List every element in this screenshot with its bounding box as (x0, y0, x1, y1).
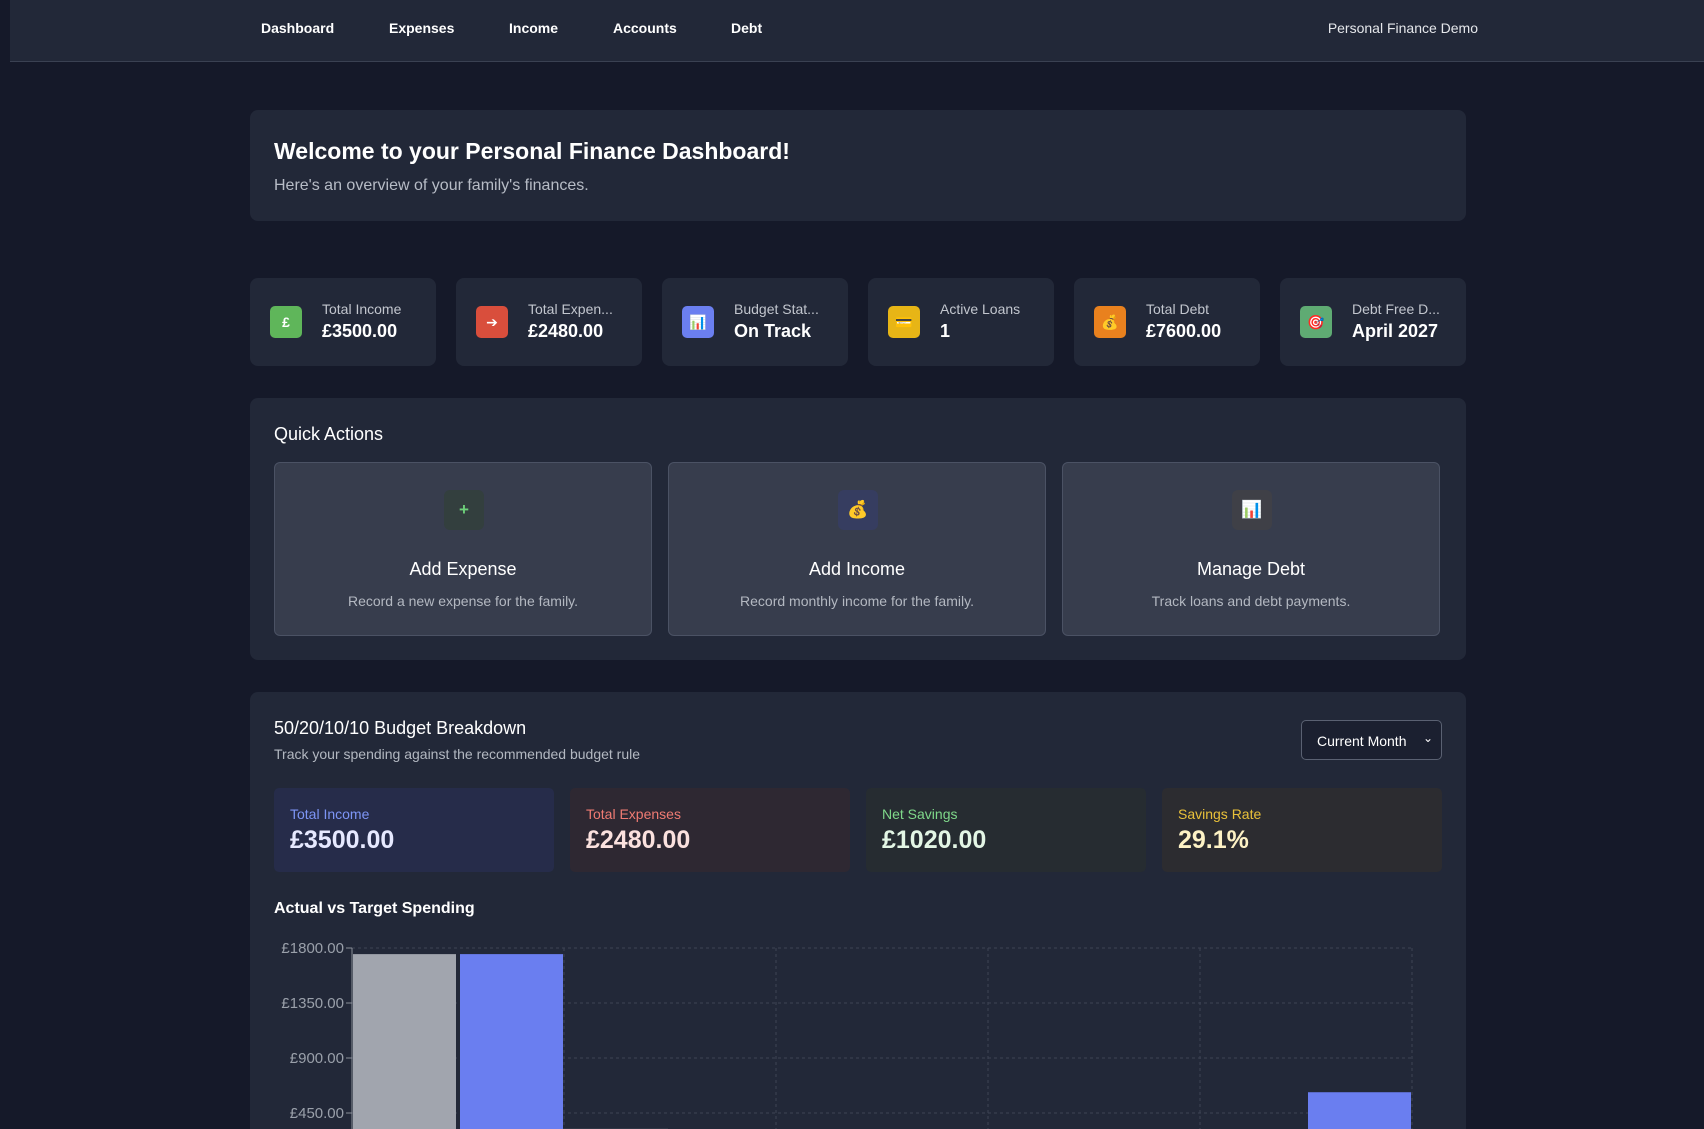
nav-dashboard[interactable]: Dashboard (261, 20, 335, 36)
chart-title: Actual vs Target Spending (274, 900, 475, 917)
quick-actions-title: Quick Actions (274, 424, 384, 444)
summary-value: £3500.00 (290, 826, 395, 854)
stat-label: Active Loans (940, 301, 1021, 317)
summary-box: Savings Rate 29.1% (1162, 788, 1442, 872)
quick-action-desc: Record a new expense for the family. (347, 593, 579, 609)
bar-chart-icon: 📊 (682, 306, 714, 338)
quick-action-title: Add Expense (409, 559, 517, 579)
welcome-subtitle: Here's an overview of your family's fina… (274, 177, 589, 194)
budget-breakdown-card: 50/20/10/10 Budget Breakdown Track your … (250, 692, 1466, 1129)
money-bag-icon: 💰 (1094, 306, 1126, 338)
quick-actions-card: Quick Actions + Add Expense Record a new e… (250, 398, 1466, 660)
chart-bar-1-4[interactable] (1308, 1092, 1411, 1129)
y-tick-label: £450.00 (290, 1105, 344, 1122)
stat-value: £2480.00 (528, 321, 604, 341)
stat-card: 💳 Active Loans 1 (868, 278, 1054, 366)
chart-bar-1-0[interactable] (460, 954, 563, 1129)
quick-action-add-expense[interactable]: + Add Expense Record a new expense for the… (274, 462, 652, 636)
quick-action-desc: Record monthly income for the family. (740, 593, 974, 609)
period-select[interactable]: Current Month ⌄ (1301, 720, 1442, 760)
stat-value: 1 (940, 321, 951, 341)
budget-title: 50/20/10/10 Budget Breakdown (274, 718, 527, 738)
quick-action-title: Manage Debt (1196, 559, 1306, 579)
pound-icon: £ (270, 306, 302, 338)
summary-label: Total Income (290, 806, 370, 822)
stat-label: Budget Stat... (734, 301, 819, 317)
stat-card: ➔ Total Expen... £2480.00 (456, 278, 642, 366)
stat-card: 💰 Total Debt £7600.00 (1074, 278, 1260, 366)
y-tick-label: £1800.00 (281, 940, 344, 957)
stat-value: On Track (734, 321, 812, 341)
summary-value: 29.1% (1178, 826, 1249, 854)
stat-value: April 2027 (1352, 321, 1439, 341)
stat-label: Total Expen... (528, 301, 613, 317)
summary-box: Net Savings £1020.00 (866, 788, 1146, 872)
bar-chart-icon: 📊 (1232, 490, 1272, 530)
chart-bar-0-0[interactable] (353, 954, 456, 1129)
period-select-value: Current Month (1317, 733, 1407, 749)
summary-value: £1020.00 (882, 826, 987, 854)
money-bag-icon: 💰 (838, 490, 878, 530)
brand-name[interactable]: Personal Finance Demo (1327, 20, 1478, 36)
nav-debt[interactable]: Debt (731, 20, 763, 36)
top-navbar: Dashboard Expenses Income Accounts Debt … (10, 0, 1704, 62)
welcome-title: Welcome to your Personal Finance Dashboa… (274, 138, 790, 164)
quick-action-add-income[interactable]: 💰 Add Income Record monthly income for the… (668, 462, 1046, 636)
y-tick-label: £900.00 (290, 1050, 344, 1067)
stat-label: Total Debt (1146, 301, 1210, 317)
stat-card: 📊 Budget Stat... On Track (662, 278, 848, 366)
summary-label: Total Expenses (586, 806, 681, 822)
y-tick-label: £1350.00 (281, 995, 344, 1012)
summary-value: £2480.00 (586, 826, 691, 854)
chevron-down-icon: ⌄ (1422, 731, 1433, 745)
stat-card: £ Total Income £3500.00 (250, 278, 436, 366)
plus-icon: + (444, 490, 484, 530)
welcome-card: Welcome to your Personal Finance Dashboa… (250, 110, 1466, 221)
nav-accounts[interactable]: Accounts (613, 20, 677, 36)
summary-label: Net Savings (882, 806, 958, 822)
spending-chart: £1800.00 £1350.00 £900.00 £450.00 (281, 940, 1413, 1129)
quick-action-manage-debt[interactable]: 📊 Manage Debt Track loans and debt payment… (1062, 462, 1440, 636)
stat-card: 🎯 Debt Free D... April 2027 (1280, 278, 1466, 366)
nav-income[interactable]: Income (509, 20, 559, 36)
quick-action-title: Add Income (808, 559, 906, 579)
summary-label: Savings Rate (1178, 806, 1262, 822)
nav-expenses[interactable]: Expenses (389, 20, 455, 36)
summary-box: Total Income £3500.00 (274, 788, 554, 872)
stat-value: £3500.00 (322, 321, 398, 341)
quick-action-desc: Track loans and debt payments. (1151, 593, 1351, 609)
arrow-right-icon: ➔ (476, 306, 508, 338)
stat-label: Total Income (322, 301, 402, 317)
stat-value: £7600.00 (1146, 321, 1222, 341)
stat-label: Debt Free D... (1352, 301, 1440, 317)
budget-subtitle: Track your spending against the recommen… (274, 746, 641, 762)
target-icon: 🎯 (1300, 306, 1332, 338)
credit-card-icon: 💳 (888, 306, 920, 338)
summary-box: Total Expenses £2480.00 (570, 788, 850, 872)
